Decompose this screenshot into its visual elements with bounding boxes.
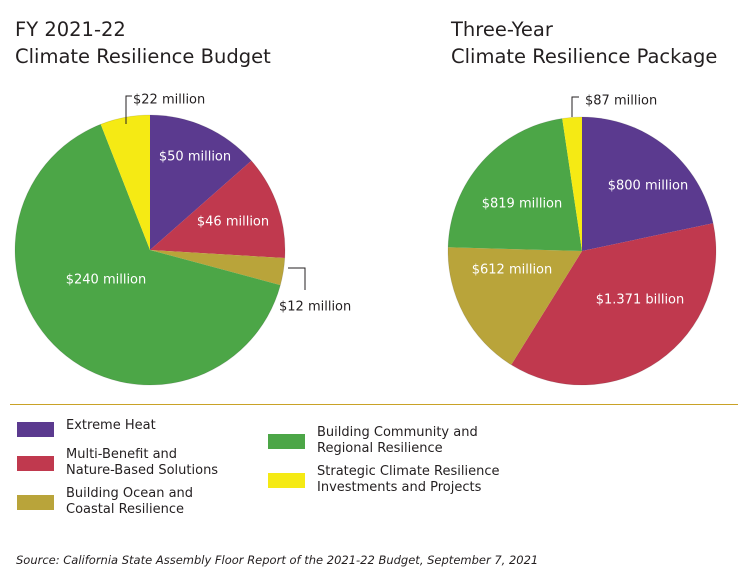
legend-label-line: Regional Resilience	[317, 441, 443, 456]
chart-title-fy-2021-22: FY 2021-22 Climate Resilience Budget	[15, 16, 271, 70]
chart-title-line: FY 2021-22	[15, 18, 126, 41]
legend-label-line: Extreme Heat	[66, 418, 156, 433]
data-label: $819 million	[482, 197, 563, 212]
data-label: $22 million	[133, 93, 205, 108]
data-label: $800 million	[608, 179, 689, 194]
legend-swatch	[268, 473, 305, 488]
pie-slice-5	[100, 115, 150, 250]
legend-swatch	[17, 495, 54, 510]
pie-slice-4	[448, 118, 582, 251]
pie-slice-3	[447, 247, 582, 365]
pie-slice-4	[15, 124, 281, 385]
chart-title-three-year: Three-Year Climate Resilience Package	[451, 16, 717, 70]
data-label: $50 million	[159, 150, 231, 165]
legend-label: Building Ocean and Coastal Resilience	[66, 486, 193, 518]
legend-swatch	[17, 422, 54, 437]
pie-slice-2	[511, 223, 717, 386]
legend-label-line: Strategic Climate Resilience	[317, 464, 500, 479]
legend-label: Building Community and Regional Resilienc…	[317, 425, 478, 457]
pie-outline	[14, 114, 286, 386]
pie-chart-fy-2021-22: $50 million $46 million $12 million $240 mi…	[14, 93, 351, 386]
pie-chart-three-year: $800 million $1.371 billion $612 million $8…	[447, 94, 717, 386]
data-label: $612 million	[472, 263, 553, 278]
legend-swatch	[268, 434, 305, 449]
data-label: $87 million	[585, 94, 657, 109]
data-label: $46 million	[197, 215, 269, 230]
legend-label-line: Multi-Benefit and	[66, 447, 178, 462]
pie-slice-1	[582, 117, 714, 251]
legend-label-line: Investments and Projects	[317, 480, 482, 495]
legend-label: Multi-Benefit and Nature-Based Solutions	[66, 447, 218, 479]
section-divider	[10, 404, 738, 405]
pie-slice-5	[562, 117, 582, 251]
legend-label-line: Coastal Resilience	[66, 502, 185, 517]
pie-charts: $50 million $46 million $12 million $240 mi…	[14, 93, 717, 386]
callout-leader-line	[571, 96, 579, 117]
legend-label-line: Building Ocean and	[66, 486, 194, 501]
pie-outline	[447, 116, 717, 386]
data-label: $1.371 billion	[596, 293, 685, 308]
callout-leader-line	[288, 267, 306, 290]
data-label: $240 million	[66, 273, 147, 288]
chart-title-line: Three-Year	[451, 18, 553, 41]
legend-label: Extreme Heat	[66, 418, 156, 434]
legend-swatch	[17, 456, 54, 471]
chart-title-line: Climate Resilience Budget	[15, 45, 271, 68]
chart-title-line: Climate Resilience Package	[451, 45, 718, 68]
pie-slice-1	[150, 115, 252, 250]
legend-label-line: Nature-Based Solutions	[66, 463, 219, 478]
data-label: $12 million	[279, 300, 351, 315]
pie-slice-3	[150, 250, 285, 286]
callout-leader-line	[125, 95, 132, 124]
legend-label: Strategic Climate Resilience Investments …	[317, 464, 500, 496]
pie-slice-2	[150, 160, 285, 259]
legend-label-line: Building Community and	[317, 425, 478, 440]
source-note: Source: California State Assembly Floor …	[16, 553, 539, 567]
